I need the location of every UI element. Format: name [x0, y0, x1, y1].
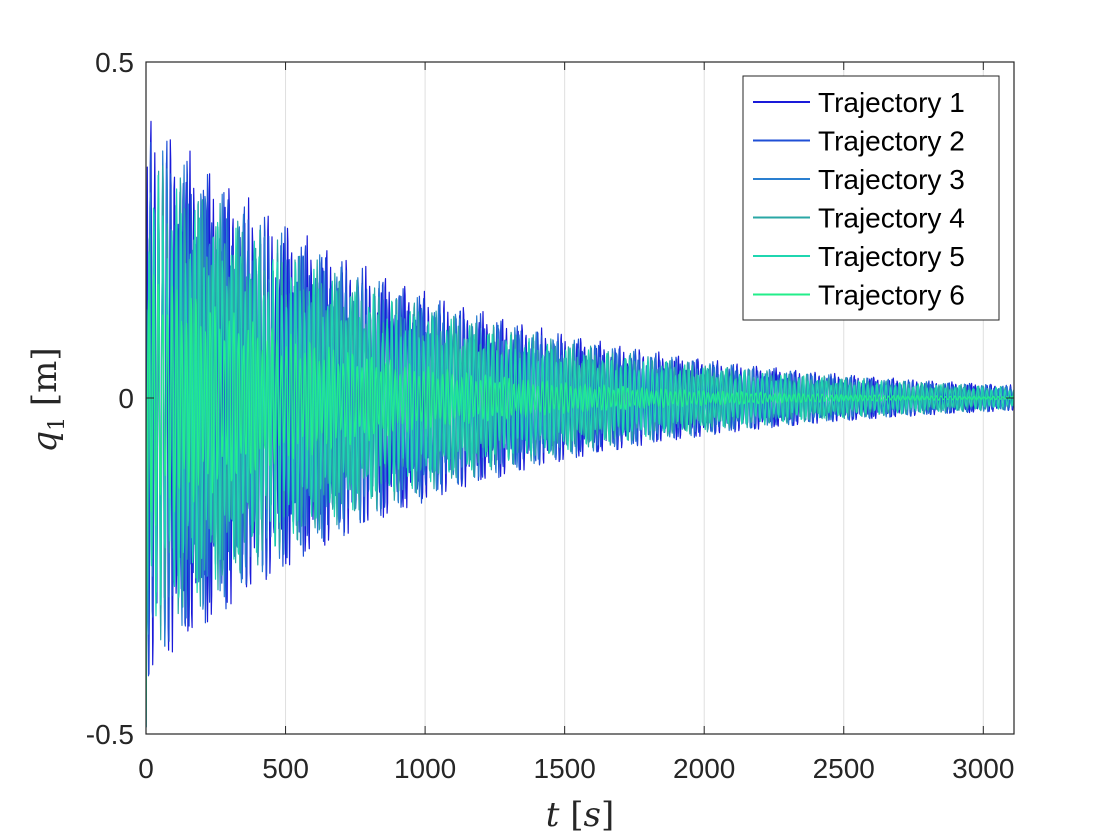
x-tick-label: 1000: [394, 753, 456, 784]
series-line-5: [146, 174, 1014, 728]
series-line-6: [146, 274, 1014, 728]
x-tick-label: 0: [138, 753, 154, 784]
y-tick-label: 0: [118, 383, 134, 414]
y-ticks: -0.5 0 0.5: [86, 47, 1014, 750]
x-tick-label: 2500: [813, 753, 875, 784]
legend-label-4: Trajectory 4: [818, 203, 965, 234]
legend-label-1: Trajectory 1: [818, 87, 965, 118]
legend-box: [742, 75, 1000, 321]
x-tick-label: 2000: [673, 753, 735, 784]
legend-label-6: Trajectory 6: [818, 280, 965, 311]
x-tick-label: 3000: [952, 753, 1014, 784]
legend-label-2: Trajectory 2: [818, 126, 965, 157]
x-tick-label: 500: [262, 753, 309, 784]
legend-label-3: Trajectory 3: [818, 164, 965, 195]
legend: Trajectory 1 Trajectory 2 Trajectory 3 Traj…: [742, 75, 1000, 321]
legend-label-5: Trajectory 5: [818, 241, 965, 272]
y-tick-label: 0.5: [95, 47, 134, 78]
x-axis-label: t [s]: [546, 795, 614, 835]
x-tick-label: 1500: [534, 753, 596, 784]
y-axis-label: q1 [m]: [25, 347, 70, 452]
y-tick-label: -0.5: [86, 719, 134, 750]
x-ticks: 0 500 1000 1500 2000 2500 3000: [138, 62, 1014, 784]
series-layer: [146, 120, 1014, 728]
